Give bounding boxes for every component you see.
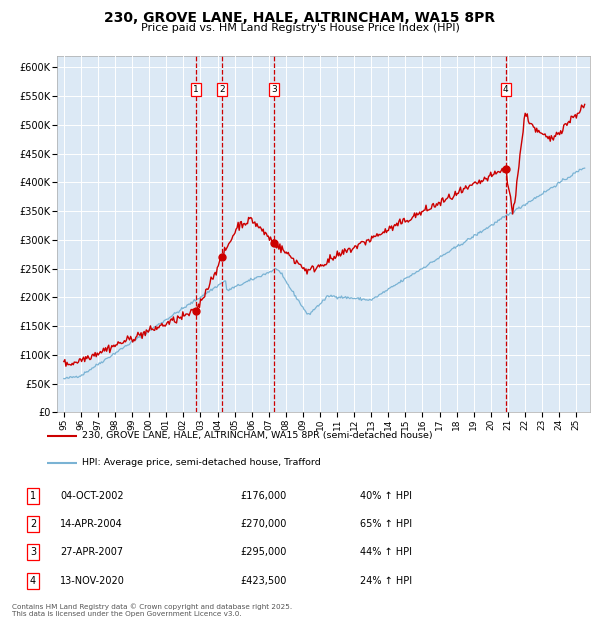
Text: 27-APR-2007: 27-APR-2007 [60, 547, 123, 557]
Text: 2: 2 [30, 519, 36, 529]
Text: £423,500: £423,500 [240, 576, 286, 586]
Text: 65% ↑ HPI: 65% ↑ HPI [360, 519, 412, 529]
Text: 230, GROVE LANE, HALE, ALTRINCHAM, WA15 8PR (semi-detached house): 230, GROVE LANE, HALE, ALTRINCHAM, WA15 … [82, 431, 433, 440]
Text: Price paid vs. HM Land Registry's House Price Index (HPI): Price paid vs. HM Land Registry's House … [140, 23, 460, 33]
Text: 40% ↑ HPI: 40% ↑ HPI [360, 491, 412, 501]
Text: 4: 4 [503, 85, 508, 94]
Text: 13-NOV-2020: 13-NOV-2020 [60, 576, 125, 586]
Text: 04-OCT-2002: 04-OCT-2002 [60, 491, 124, 501]
Text: 1: 1 [193, 85, 199, 94]
Text: 2: 2 [220, 85, 225, 94]
Text: 3: 3 [30, 547, 36, 557]
Text: Contains HM Land Registry data © Crown copyright and database right 2025.
This d: Contains HM Land Registry data © Crown c… [12, 603, 292, 617]
Text: 14-APR-2004: 14-APR-2004 [60, 519, 123, 529]
Text: £295,000: £295,000 [240, 547, 286, 557]
Text: 44% ↑ HPI: 44% ↑ HPI [360, 547, 412, 557]
Text: HPI: Average price, semi-detached house, Trafford: HPI: Average price, semi-detached house,… [82, 458, 321, 467]
Text: 3: 3 [271, 85, 277, 94]
Text: 4: 4 [30, 576, 36, 586]
Text: 1: 1 [30, 491, 36, 501]
Text: £270,000: £270,000 [240, 519, 286, 529]
Text: 24% ↑ HPI: 24% ↑ HPI [360, 576, 412, 586]
Text: £176,000: £176,000 [240, 491, 286, 501]
Text: 230, GROVE LANE, HALE, ALTRINCHAM, WA15 8PR: 230, GROVE LANE, HALE, ALTRINCHAM, WA15 … [104, 11, 496, 25]
